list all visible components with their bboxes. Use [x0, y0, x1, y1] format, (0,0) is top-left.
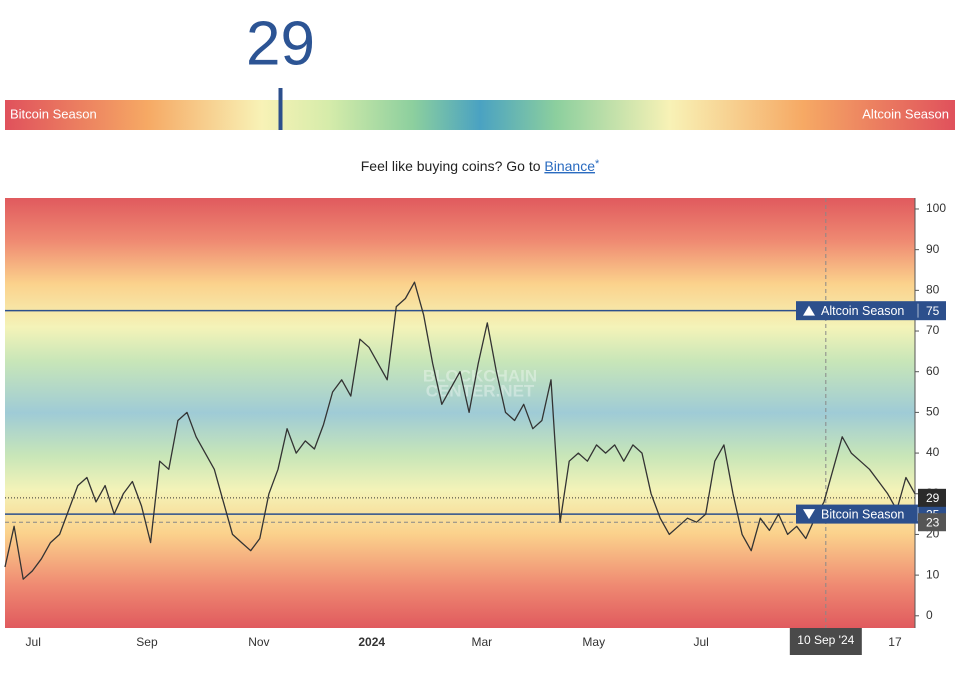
- x-tick-label: Nov: [248, 635, 269, 649]
- crosshair-date-label: 10 Sep '24: [797, 633, 854, 647]
- reference-label: Altcoin Season: [821, 304, 904, 318]
- y-tick-label: 60: [926, 364, 940, 378]
- watermark: BLOCKCHAIN: [423, 366, 537, 385]
- y-tick-label: 10: [926, 567, 940, 581]
- gauge-value: 29: [246, 9, 315, 78]
- crosshair-value-box: [918, 513, 946, 532]
- line-series: [4, 281, 916, 580]
- y-tick-label: 0: [926, 608, 933, 622]
- x-tick-label: Mar: [472, 635, 493, 649]
- reference-label-box: [796, 301, 946, 321]
- y-tick-label: 70: [926, 323, 940, 337]
- chart-background: [5, 198, 915, 628]
- gauge-bar: [5, 100, 955, 130]
- promo-text: Feel like buying coins? Go to: [361, 158, 541, 174]
- y-tick-label: 90: [926, 242, 940, 256]
- reference-arrow: [803, 305, 815, 316]
- current-value-label: 29: [926, 491, 940, 505]
- promo: Feel like buying coins? Go to Binance*: [361, 158, 600, 174]
- gauge-right-label: Altcoin Season: [862, 106, 949, 121]
- current-value-box: [918, 488, 946, 507]
- promo-link[interactable]: Binance: [544, 158, 595, 174]
- reference-value: 75: [926, 304, 940, 318]
- crosshair-date-box: [789, 628, 862, 655]
- x-tick-label: Jul: [26, 635, 41, 649]
- x-tick-label: Jul: [693, 635, 708, 649]
- x-tick-label: 2024: [358, 635, 385, 649]
- reference-arrow: [803, 509, 815, 520]
- y-tick-label: 50: [926, 405, 940, 419]
- watermark: CENTER.NET: [426, 381, 535, 400]
- y-tick-label: 100: [926, 201, 946, 215]
- crosshair-value-label: 23: [926, 515, 940, 529]
- reference-label: Bitcoin Season: [821, 507, 904, 521]
- gauge-left-label: Bitcoin Season: [10, 106, 97, 121]
- x-tick-label: 17: [888, 635, 902, 649]
- x-tick-label: May: [582, 635, 605, 649]
- y-tick-label: 40: [926, 445, 940, 459]
- x-tick-label: Sep: [136, 635, 158, 649]
- gauge-marker: [278, 88, 283, 130]
- reference-label-box: [796, 504, 946, 524]
- promo-mark: *: [595, 158, 600, 170]
- y-tick-label: 80: [926, 283, 940, 297]
